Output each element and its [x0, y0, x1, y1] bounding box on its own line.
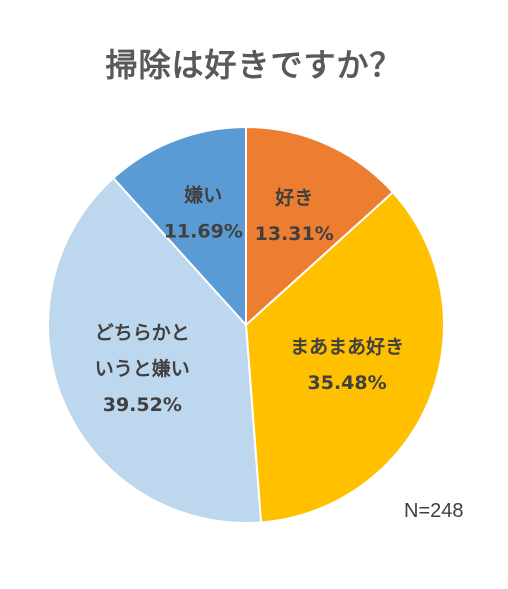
slice-category-label: 好き	[274, 186, 313, 209]
chart-title: 掃除は好きですか？	[105, 46, 403, 84]
slice-value-label: 13.31%	[255, 223, 334, 245]
pie-slice-3	[47, 176, 263, 524]
pie-slices	[47, 125, 445, 524]
slice-category-label: どちらかと	[95, 322, 190, 344]
pie-slice-4	[111, 125, 247, 328]
slice-category-label: まあまあ好き	[290, 335, 404, 358]
slice-category-label: いうと嫌い	[95, 357, 190, 380]
sample-size-note: N=248	[404, 500, 464, 522]
slice-value-label: 35.48%	[308, 372, 387, 394]
slice-value-label: 11.69%	[164, 221, 243, 243]
slice-category-label: 嫌い	[184, 184, 222, 207]
pie-slice-1	[245, 125, 395, 328]
slice-value-label: 39.52%	[103, 394, 182, 416]
pie-slice-2	[244, 190, 445, 524]
